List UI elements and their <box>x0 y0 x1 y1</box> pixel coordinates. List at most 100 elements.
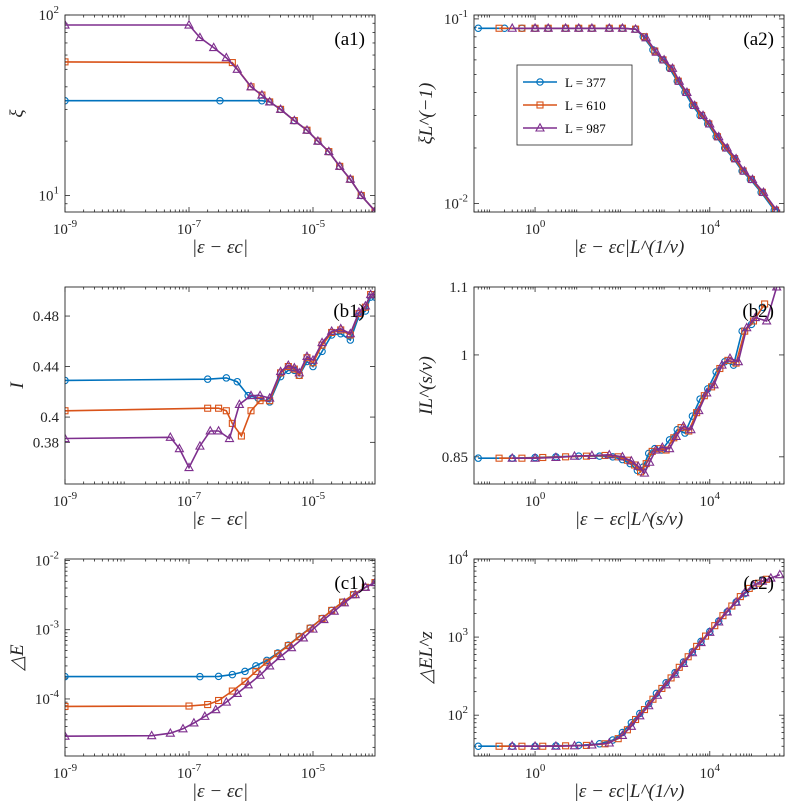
data-point-L987 <box>312 135 323 145</box>
data-point-L987 <box>569 740 580 750</box>
data-point-L987 <box>701 387 712 397</box>
data-point-L610 <box>495 454 503 462</box>
series-group <box>65 289 375 472</box>
y-tick-label: 10-2 <box>35 549 59 569</box>
axes-frame <box>473 14 785 213</box>
data-point-L987 <box>626 455 637 465</box>
panel-b2: 100 104 0.85 1 1.1 (b2) |ε − εc|L^(s/ν) IL^(s/ν… <box>416 280 785 530</box>
x-tick-label: 104 <box>700 490 721 510</box>
series-line-L610 <box>499 303 766 474</box>
y-tick-label: 104 <box>448 548 469 568</box>
data-point-L987 <box>356 190 367 200</box>
y-tick-label: 0.44 <box>33 360 60 376</box>
data-point-L377 <box>258 96 266 105</box>
legend-marker-L377 <box>536 78 544 86</box>
data-point-L987 <box>174 443 185 453</box>
data-point-L987 <box>644 456 655 466</box>
data-point-L377 <box>196 672 204 681</box>
data-point-L987 <box>302 351 312 361</box>
data-point-L987 <box>725 352 735 362</box>
data-point-L987 <box>208 42 219 52</box>
data-point-L987 <box>586 450 597 460</box>
data-point-L987 <box>178 723 188 733</box>
data-point-L987 <box>657 441 668 451</box>
data-point-L987 <box>772 204 781 212</box>
data-point-L377 <box>252 662 260 670</box>
data-point-L987 <box>507 452 518 462</box>
data-point-L987 <box>246 390 256 400</box>
x-tick-label: 104 <box>700 762 721 782</box>
y-tick-label: 0.48 <box>33 309 59 325</box>
data-point-L610 <box>247 407 255 415</box>
data-point-L987 <box>586 22 597 32</box>
data-point-L987 <box>370 577 375 587</box>
data-point-L987 <box>323 146 334 156</box>
data-point-L987 <box>731 596 742 606</box>
data-point-L987 <box>771 287 782 291</box>
data-point-L610 <box>649 695 657 703</box>
data-point-L610 <box>371 578 375 587</box>
panel-tag: (c2) <box>743 573 774 594</box>
data-point-L987 <box>308 354 318 364</box>
data-point-L377 <box>65 96 69 105</box>
data-point-L610 <box>495 24 503 32</box>
data-point-L987 <box>294 367 305 377</box>
data-point-L377 <box>241 667 249 676</box>
data-point-L987 <box>530 452 540 462</box>
y-axis-label: △E <box>7 644 28 672</box>
y-tick-label: 10-1 <box>444 8 468 28</box>
data-point-L987 <box>318 614 329 624</box>
data-point-L987 <box>65 433 70 443</box>
data-point-L987 <box>634 710 645 720</box>
data-point-L610 <box>667 674 675 682</box>
axes-frame <box>64 558 376 757</box>
data-point-L987 <box>232 688 243 698</box>
x-tick-label: 10-5 <box>301 762 326 782</box>
data-point-L987 <box>671 431 682 440</box>
data-point-L987 <box>722 606 733 616</box>
x-tick-label: 10-7 <box>177 490 202 510</box>
data-point-L987 <box>617 22 628 32</box>
data-point-L610 <box>754 579 762 587</box>
data-point-L987 <box>256 89 267 99</box>
data-point-L987 <box>761 315 772 325</box>
axes-frame <box>473 558 785 757</box>
data-point-L987 <box>741 322 752 332</box>
x-tick-label: 10-9 <box>53 490 78 510</box>
y-tick-label: 103 <box>448 626 469 646</box>
data-point-L987 <box>264 660 275 670</box>
data-point-L610 <box>736 593 744 601</box>
legend-box <box>516 64 633 146</box>
y-tick-label: 0.4 <box>40 410 59 426</box>
data-point-L610 <box>728 602 736 610</box>
series-line-L987 <box>65 581 375 737</box>
series-group <box>474 569 784 750</box>
data-point-L987 <box>687 647 698 657</box>
data-point-L987 <box>709 379 719 389</box>
data-point-L610 <box>632 715 640 724</box>
data-point-L987 <box>65 19 70 29</box>
data-point-L987 <box>739 587 750 597</box>
y-axis-label: ξL^(−1) <box>416 83 437 145</box>
panel-tag: (c1) <box>334 573 365 594</box>
data-point-L987 <box>560 22 571 32</box>
data-point-L377 <box>216 96 224 105</box>
data-point-L987 <box>65 730 70 740</box>
series-group <box>474 22 781 212</box>
data-point-L987 <box>569 450 580 460</box>
data-point-L987 <box>693 405 704 415</box>
data-point-L987 <box>165 727 176 737</box>
data-point-L987 <box>765 572 776 582</box>
data-point-L610 <box>228 687 236 695</box>
data-point-L987 <box>739 165 750 175</box>
data-point-L987 <box>205 425 216 435</box>
y-axis-label: ξ <box>7 109 28 118</box>
data-point-L987 <box>670 668 680 678</box>
data-point-L377 <box>233 377 241 386</box>
series-line-L987 <box>512 573 781 748</box>
data-point-L987 <box>286 642 297 652</box>
panel-a2: 100 104 10-2 10-1 (a2) |ε − εc|L^(1/ν) ξL^(−1) <box>416 8 785 258</box>
data-point-L987 <box>350 589 361 599</box>
data-point-L610 <box>693 642 701 650</box>
